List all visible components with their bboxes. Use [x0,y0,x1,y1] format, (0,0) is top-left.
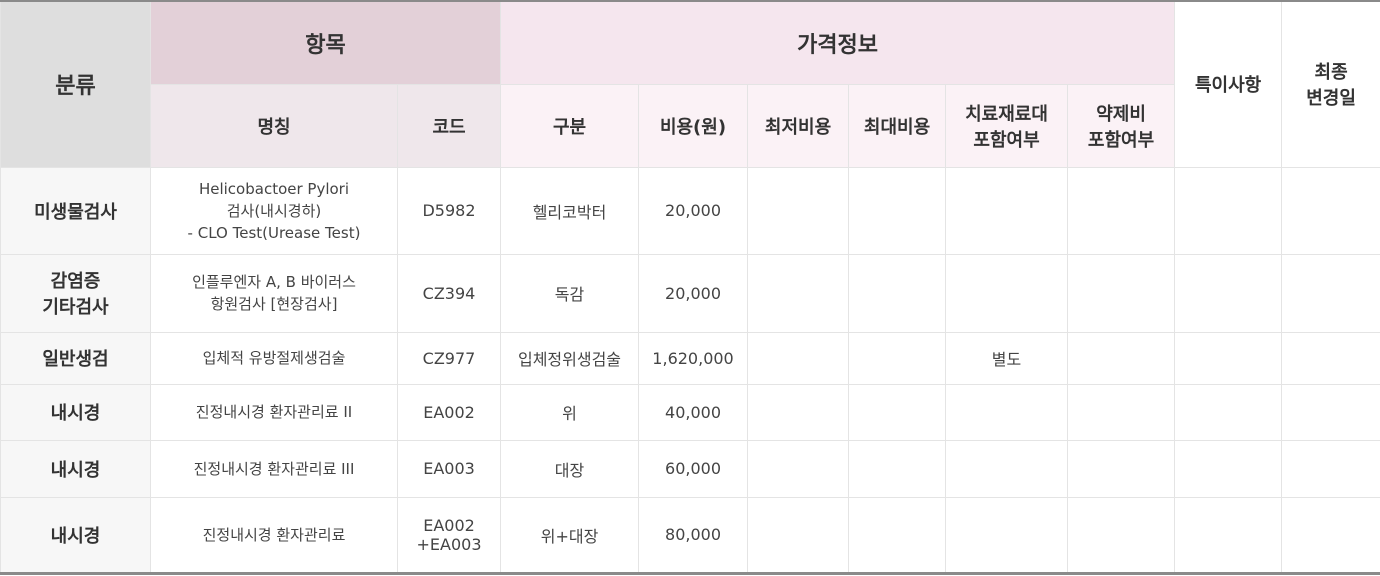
cell-notes [1174,383,1283,441]
cell-max [848,166,947,255]
cell-drug [1067,331,1176,385]
cell-max [848,439,947,498]
cell-code: CZ394 [396,253,502,333]
cell-drug [1067,166,1176,255]
cell-material [945,166,1069,255]
cell-material [945,496,1069,574]
cell-max [848,496,947,574]
table-row: 일반생검 입체적 유방절제생검술 CZ977 입체정위생검술 1,620,000 별도 [0,331,1380,385]
cell-category: 일반생검 [0,331,151,385]
cell-min [747,383,850,441]
cell-category: 감염증 기타검사 [0,253,151,333]
cell-min [747,253,850,333]
cell-material [945,439,1069,498]
cell-material [945,383,1069,441]
cell-category: 내시경 [0,496,151,574]
cell-max [848,383,947,441]
cell-category: 미생물검사 [0,166,151,255]
cell-code: EA002 [396,383,502,441]
table-row: 내시경 진정내시경 환자관리료 EA002 +EA003 위+대장 80,000 [0,496,1380,574]
header-cost: 비용(원) [638,83,749,168]
cell-notes [1174,496,1283,574]
cell-name: Helicobactoer Pylori 검사(내시경하) - CLO Test… [150,166,398,255]
cell-code: D5982 [396,166,502,255]
cell-cost: 80,000 [638,496,749,574]
cell-name: 진정내시경 환자관리료 [150,496,398,574]
cell-name: 인플루엔자 A, B 바이러스 항원검사 [현장검사] [150,253,398,333]
cell-type: 위+대장 [500,496,640,574]
cell-category: 내시경 [0,383,151,441]
table-row: 미생물검사 Helicobactoer Pylori 검사(내시경하) - CLO… [0,166,1380,255]
cell-material [945,253,1069,333]
cell-code: CZ977 [396,331,502,385]
header-type: 구분 [500,83,640,168]
cell-notes [1174,439,1283,498]
table-row: 내시경 진정내시경 환자관리료 II EA002 위 40,000 [0,383,1380,441]
header-code: 코드 [396,83,502,168]
header-last-modified: 최종 변경일 [1281,0,1380,168]
cell-modified [1281,166,1380,255]
cell-code: EA003 [396,439,502,498]
header-min-cost: 최저비용 [747,83,850,168]
cell-modified [1281,383,1380,441]
header-item: 항목 [149,0,502,85]
cell-modified [1281,496,1380,574]
header-price-info: 가격정보 [500,0,1176,85]
cell-drug [1067,496,1176,574]
cell-name: 진정내시경 환자관리료 II [150,383,398,441]
cell-min [747,331,850,385]
header-notes: 특이사항 [1174,0,1283,168]
cell-modified [1281,331,1380,385]
cell-cost: 20,000 [638,253,749,333]
cell-type: 헬리코박터 [500,166,640,255]
cell-drug [1067,383,1176,441]
header-name: 명칭 [150,83,398,168]
cell-cost: 1,620,000 [638,331,749,385]
cell-type: 입체정위생검술 [500,331,640,385]
cell-max [848,253,947,333]
cell-name: 진정내시경 환자관리료 III [150,439,398,498]
cell-notes [1174,331,1283,385]
cell-min [747,496,850,574]
cell-modified [1281,253,1380,333]
cell-cost: 40,000 [638,383,749,441]
cell-material: 별도 [945,331,1069,385]
header-category: 분류 [0,0,151,168]
cell-type: 독감 [500,253,640,333]
cell-drug [1067,439,1176,498]
cell-drug [1067,253,1176,333]
table-row: 내시경 진정내시경 환자관리료 III EA003 대장 60,000 [0,439,1380,498]
cell-notes [1174,166,1283,255]
cell-category: 내시경 [0,439,151,498]
cell-cost: 20,000 [638,166,749,255]
cell-code: EA002 +EA003 [396,496,502,574]
cell-name: 입체적 유방절제생검술 [150,331,398,385]
cell-type: 대장 [500,439,640,498]
cell-min [747,166,850,255]
cell-min [747,439,850,498]
header-max-cost: 최대비용 [848,83,947,168]
header-drug-included: 약제비 포함여부 [1067,83,1176,168]
header-material-included: 치료재료대 포함여부 [945,83,1069,168]
cell-notes [1174,253,1283,333]
table-row: 감염증 기타검사 인플루엔자 A, B 바이러스 항원검사 [현장검사] CZ394… [0,253,1380,333]
cell-cost: 60,000 [638,439,749,498]
cell-max [848,331,947,385]
cell-modified [1281,439,1380,498]
cell-type: 위 [500,383,640,441]
